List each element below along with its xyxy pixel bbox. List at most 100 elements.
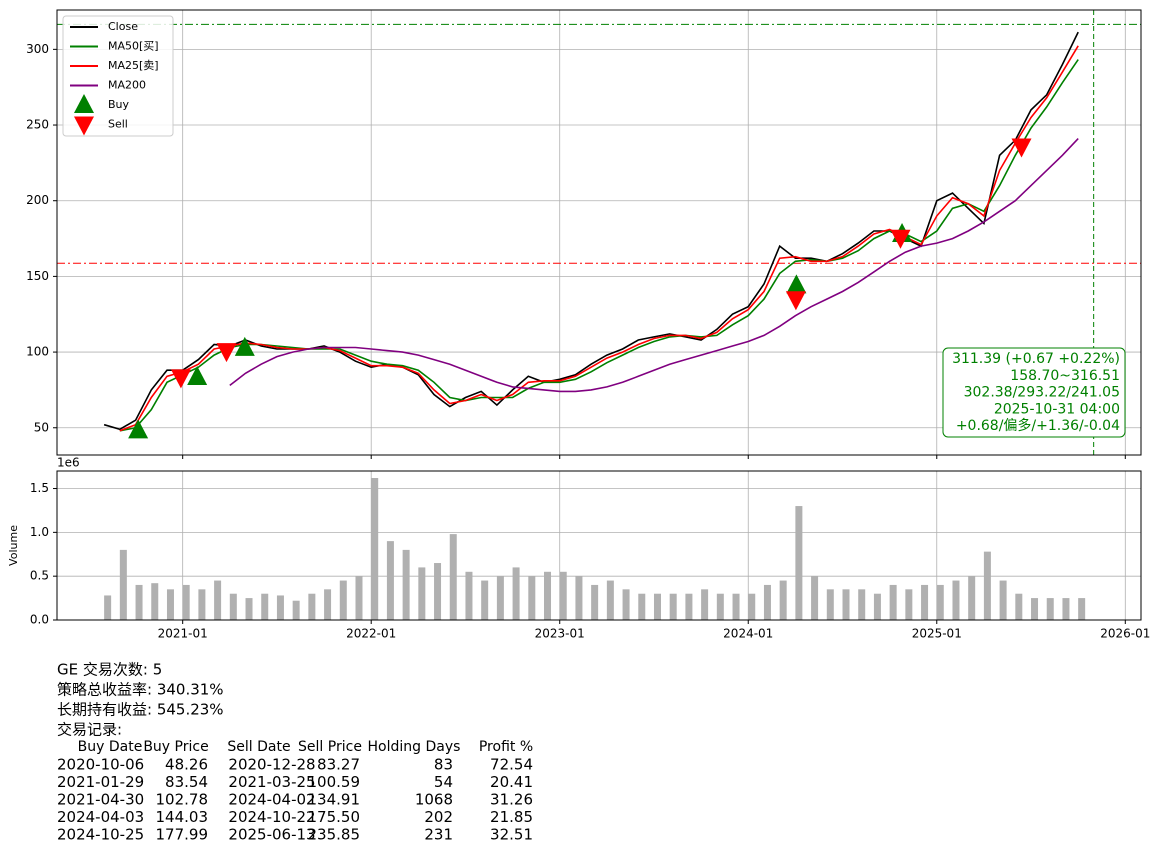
volume-bar — [921, 584, 929, 620]
report-line: 策略总收益率: 340.31% — [57, 681, 224, 699]
table-cell: 2025-06-13 — [228, 826, 315, 844]
volume-bar — [811, 576, 819, 620]
annotation-line: 158.70~316.51 — [1010, 368, 1120, 384]
x-tick-label: 2021-01 — [158, 627, 208, 641]
volume-bar — [481, 580, 489, 620]
table-cell: 2024-10-22 — [228, 808, 315, 826]
table-cell: 31.26 — [490, 791, 533, 809]
volume-bar — [119, 549, 127, 620]
y-tick-label: 250 — [26, 118, 49, 132]
volume-bar — [402, 549, 410, 620]
trade-marker — [216, 343, 237, 363]
trade-marker — [785, 291, 806, 311]
y-tick-label: 1.0 — [30, 525, 49, 539]
volume-bar — [748, 593, 756, 620]
volume-bar — [779, 580, 787, 620]
x-tick-label: 2024-01 — [723, 627, 773, 641]
y-tick-label: 50 — [34, 420, 49, 434]
volume-bar — [701, 589, 709, 620]
volume-bar — [308, 593, 316, 620]
trade-marker — [187, 365, 208, 385]
volume-bar — [826, 589, 834, 620]
legend-label: MA200 — [108, 79, 146, 92]
table-cell: 144.03 — [156, 808, 209, 826]
table-cell: 2021-03-25 — [228, 773, 315, 791]
volume-bar — [842, 589, 850, 620]
volume-bar — [795, 506, 803, 620]
table-header: Sell Price — [298, 739, 362, 755]
table-cell: 202 — [424, 808, 453, 826]
volume-bar — [622, 589, 630, 620]
annotation-box — [942, 347, 1126, 438]
volume-bar — [371, 478, 379, 620]
legend-label: Sell — [108, 118, 128, 131]
volume-bar — [1062, 598, 1070, 620]
volume-bar — [339, 580, 347, 620]
volume-bar — [685, 593, 693, 620]
table-cell: 177.99 — [156, 826, 209, 844]
legend-swatch — [74, 116, 94, 136]
volume-bar — [653, 593, 661, 620]
table-cell: 2024-10-25 — [57, 826, 144, 844]
trade-marker — [234, 336, 255, 356]
table-header: Buy Price — [143, 739, 208, 755]
trade-marker — [170, 369, 191, 389]
table-cell: 83.27 — [317, 756, 360, 774]
volume-bar — [276, 595, 284, 620]
table-header: Holding Days — [368, 739, 461, 755]
volume-bar — [952, 580, 960, 620]
volume-bar — [669, 593, 677, 620]
volume-bar — [591, 584, 599, 620]
volume-bar — [606, 580, 614, 620]
trade-marker — [786, 274, 807, 294]
volume-bar — [245, 598, 253, 620]
table-cell: 48.26 — [165, 756, 208, 774]
volume-bar — [732, 593, 740, 620]
x-tick-label: 2023-01 — [535, 627, 585, 641]
table-cell: 54 — [434, 773, 453, 791]
volume-bar — [198, 589, 206, 620]
legend-label: Buy — [108, 98, 130, 111]
volume-bar — [1046, 598, 1054, 620]
table-cell: 83 — [434, 756, 453, 774]
volume-bar — [638, 593, 646, 620]
volume-bar — [968, 576, 976, 620]
volume-bar — [999, 580, 1007, 620]
y-tick-label: 0.0 — [30, 613, 49, 627]
volume-bar — [1031, 598, 1039, 620]
volume-bar — [936, 584, 944, 620]
x-tick-label: 2026-01 — [1100, 627, 1150, 641]
table-header: Sell Date — [227, 739, 290, 755]
y-tick-label: 300 — [26, 42, 49, 56]
volume-bar — [716, 593, 724, 620]
y-tick-label: 100 — [26, 345, 49, 359]
y-tick-label: 150 — [26, 269, 49, 283]
y-tick-label: 200 — [26, 193, 49, 207]
x-tick-label: 2022-01 — [346, 627, 396, 641]
table-cell: 32.51 — [490, 826, 533, 844]
report-line: 长期持有收益: 545.23% — [57, 701, 224, 719]
volume-bar — [434, 563, 442, 620]
volume-bar — [449, 534, 457, 620]
volume-bar — [496, 576, 504, 620]
legend-label: MA25[卖] — [108, 59, 159, 72]
volume-bar — [386, 541, 394, 620]
volume-bar — [983, 551, 991, 620]
volume-bar — [135, 584, 143, 620]
volume-bar — [214, 580, 222, 620]
y-tick-label: 1.5 — [30, 481, 49, 495]
table-cell: 235.85 — [308, 826, 361, 844]
trade-marker — [890, 229, 911, 249]
volume-bar — [151, 583, 159, 620]
table-cell: 231 — [424, 826, 453, 844]
annotation-line: 311.39 (+0.67 +0.22%) — [952, 351, 1120, 367]
annotation-line: +0.68/偏多/+1.36/-0.04 — [956, 417, 1120, 434]
annotation-line: 302.38/293.22/241.05 — [964, 385, 1120, 401]
series-line — [119, 59, 1079, 432]
table-cell: 1068 — [415, 791, 453, 809]
volume-bar — [104, 595, 112, 620]
table-cell: 2020-12-28 — [228, 756, 315, 774]
volume-bar — [465, 571, 473, 620]
legend-label: MA50[买] — [108, 40, 159, 53]
